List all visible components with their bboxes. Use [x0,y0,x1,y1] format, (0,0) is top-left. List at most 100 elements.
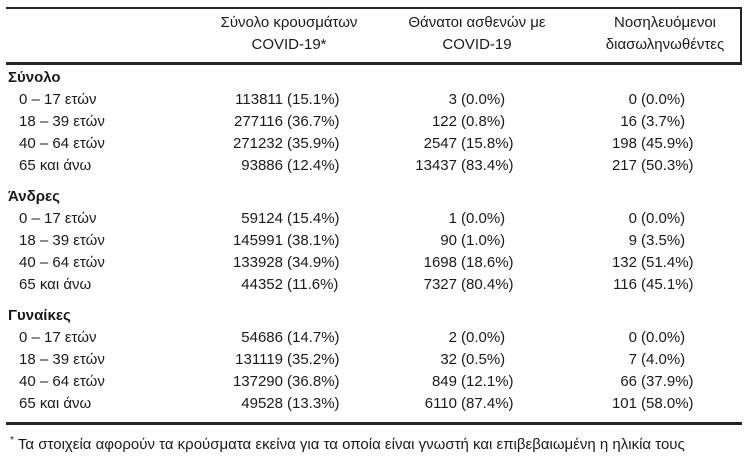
cases-value: 133928 (34.9%) [192,252,380,274]
deaths-value: 1698 (18.6%) [380,252,568,274]
age-label: 40 – 64 ετών [19,373,105,390]
intubated-count: 16 [620,113,637,130]
cases-value: 93886 (12.4%) [192,155,380,177]
header-cases-line2: COVID-19* [251,36,327,53]
deaths-count: 1 [448,210,457,227]
header-intubated-line2: διασωληνωθέντες [605,36,725,53]
cases-percent: (11.6%) [287,276,339,293]
cases-value: 44352 (11.6%) [192,274,380,296]
cases-count: 137290 [232,373,283,390]
deaths-value: 122 (0.8%) [380,111,568,133]
header-right-border [740,7,742,65]
deaths-count: 32 [440,351,457,368]
cases-percent: (13.3%) [287,395,340,412]
age-label: 0 – 17 ετών [19,329,97,346]
intubated-percent: (0.0%) [641,329,686,346]
cases-percent: (15.1%) [287,91,340,108]
cases-value: 137290 (36.8%) [192,371,380,393]
deaths-count: 3 [448,91,457,108]
deaths-percent: (12.1%) [461,373,514,390]
deaths-count: 122 [431,113,457,130]
header-cases: Σύνολο κρουσμάτων COVID-19* [192,12,380,56]
intubated-count: 9 [628,232,637,249]
age-label: 65 και άνω [19,276,92,293]
intubated-value: 9 (3.5%) [568,230,742,252]
section-heading: Άνδρες [8,188,60,205]
intubated-count: 198 [611,135,637,152]
cases-percent: (14.7%) [287,329,340,346]
table-row: 0 – 17 ετών 113811 (15.1%) 3 (0.0%) 0 (0.0%… [6,89,742,111]
intubated-value: 132 (51.4%) [568,252,742,274]
deaths-count: 6110 [424,395,457,412]
cases-percent: (35.2%) [287,351,340,368]
deaths-value: 2547 (15.8%) [380,133,568,155]
cases-percent: (36.8%) [287,373,340,390]
cases-count: 131119 [235,351,283,368]
cases-count: 44352 [241,276,283,293]
intubated-count: 66 [620,373,637,390]
cases-value: 131119 (35.2%) [192,349,380,371]
intubated-count: 0 [628,329,637,346]
deaths-percent: (0.0%) [461,91,506,108]
intubated-value: 66 (37.9%) [568,371,742,393]
cases-count: 93886 [241,157,283,174]
intubated-count: 217 [611,157,637,174]
cases-percent: (34.9%) [287,254,340,271]
deaths-count: 13437 [415,157,457,174]
intubated-count: 132 [611,254,637,271]
header-deaths-line2: COVID-19 [442,36,512,53]
intubated-percent: (50.3%) [641,157,694,174]
deaths-value: 1 (0.0%) [380,208,568,230]
table-row: 18 – 39 ετών 145991 (38.1%) 90 (1.0%) 9 (3.… [6,230,742,252]
deaths-percent: (0.8%) [461,113,506,130]
intubated-value: 0 (0.0%) [568,89,742,111]
header-empty [6,12,192,56]
table-row: 0 – 17 ετών 54686 (14.7%) 2 (0.0%) 0 (0.0%) [6,327,742,349]
deaths-percent: (83.4%) [461,157,514,174]
intubated-value: 116 (45.1%) [568,274,742,296]
intubated-percent: (0.0%) [641,210,686,227]
intubated-value: 0 (0.0%) [568,327,742,349]
cases-percent: (15.4%) [287,210,340,227]
intubated-percent: (0.0%) [641,91,686,108]
intubated-value: 16 (3.7%) [568,111,742,133]
intubated-percent: (37.9%) [641,373,694,390]
footnote-marker: * [10,435,14,446]
deaths-count: 2 [448,329,457,346]
intubated-percent: (3.7%) [641,113,686,130]
intubated-count: 116 [613,276,637,293]
header-deaths: Θάνατοι ασθενών με COVID-19 [380,12,568,56]
cases-value: 271232 (35.9%) [192,133,380,155]
intubated-value: 0 (0.0%) [568,208,742,230]
deaths-percent: (0.0%) [461,329,506,346]
table-row: 40 – 64 ετών 133928 (34.9%) 1698 (18.6%) 1… [6,252,742,274]
deaths-percent: (0.5%) [461,351,506,368]
intubated-percent: (45.9%) [641,135,694,152]
table-row: 40 – 64 ετών 137290 (36.8%) 849 (12.1%) 66… [6,371,742,393]
deaths-value: 7327 (80.4%) [380,274,568,296]
deaths-value: 3 (0.0%) [380,89,568,111]
header-cases-line1: Σύνολο κρουσμάτων [220,14,358,31]
section-heading: Σύνολο [8,69,61,86]
cases-count: 271232 [232,135,283,152]
table-row: 0 – 17 ετών 59124 (15.4%) 1 (0.0%) 0 (0.0%) [6,208,742,230]
cases-count: 54686 [241,329,283,346]
intubated-percent: (51.4%) [641,254,694,271]
table-row: 40 – 64 ετών 271232 (35.9%) 2547 (15.8%) 1… [6,133,742,155]
intubated-value: 198 (45.9%) [568,133,742,155]
cases-count: 145991 [232,232,283,249]
header-deaths-line1: Θάνατοι ασθενών με [408,14,546,31]
table-row: 65 και άνω 49528 (13.3%) 6110 (87.4%) 101(… [6,393,742,415]
intubated-percent: (45.1%) [641,276,694,293]
intubated-percent: (3.5%) [641,232,686,249]
cases-count: 133928 [232,254,283,271]
section-women: Γυναίκες 0 – 17 ετών 54686 (14.7%) 2 (0.0%… [6,305,742,415]
intubated-value: 101 (58.0%) [568,393,742,415]
deaths-count: 1698 [423,254,457,271]
deaths-count: 849 [431,373,457,390]
section-heading: Γυναίκες [8,307,71,324]
cases-percent: (35.9%) [287,135,340,152]
deaths-value: 6110 (87.4%) [380,393,568,415]
deaths-value: 849 (12.1%) [380,371,568,393]
deaths-value: 90 (1.0%) [380,230,568,252]
